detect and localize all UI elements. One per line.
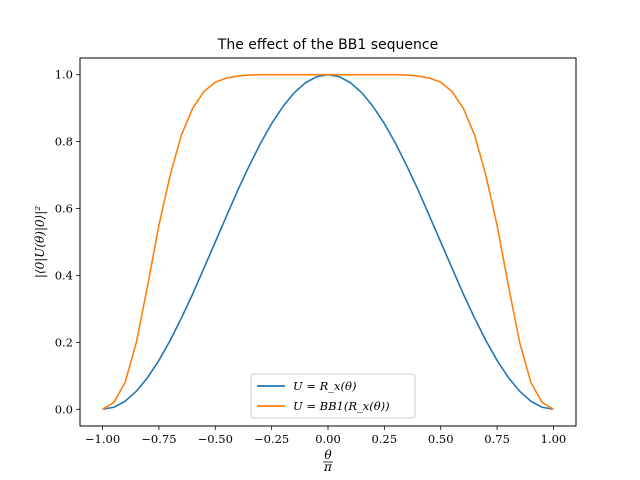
x-tick-label: 0.00 bbox=[315, 432, 341, 446]
y-tick-label: 1.0 bbox=[55, 68, 73, 82]
y-tick-label: 0.6 bbox=[55, 202, 73, 216]
legend: U = R_x(θ) U = BB1(R_x(θ)) bbox=[250, 373, 416, 419]
x-axis-label: θ π bbox=[323, 448, 333, 474]
y-tick-label: 0.0 bbox=[55, 402, 73, 416]
legend-box bbox=[250, 373, 416, 419]
x-tick-label: −1.00 bbox=[85, 432, 120, 446]
x-tick-label: 0.50 bbox=[428, 432, 454, 446]
series-line-2 bbox=[102, 73, 554, 410]
y-tick-label: 0.8 bbox=[55, 135, 73, 149]
plot-area bbox=[102, 73, 554, 411]
x-tick-label: 0.25 bbox=[372, 432, 398, 446]
x-axis-ticks: −1.00 −0.75 −0.50 −0.25 0.00 0.25 0.50 0.75 1.00 bbox=[85, 426, 566, 446]
x-tick-label: −0.75 bbox=[141, 432, 176, 446]
chart-title: The effect of the BB1 sequence bbox=[217, 37, 438, 53]
x-tick-label: 0.75 bbox=[484, 432, 510, 446]
y-tick-label: 0.4 bbox=[55, 268, 73, 282]
x-tick-label: −0.50 bbox=[198, 432, 233, 446]
svg-text:π: π bbox=[323, 460, 333, 474]
legend-label: U = BB1(R_x(θ)) bbox=[293, 399, 390, 413]
y-axis-label: |⟨0|U(θ)|0⟩|² bbox=[33, 206, 47, 279]
svg-text:θ: θ bbox=[324, 448, 332, 462]
x-tick-label: −0.25 bbox=[254, 432, 289, 446]
legend-label: U = R_x(θ) bbox=[293, 379, 356, 393]
y-tick-label: 0.2 bbox=[55, 335, 73, 349]
x-tick-label: 1.00 bbox=[541, 432, 567, 446]
y-axis-ticks: 0.0 0.2 0.4 0.6 0.8 1.0 bbox=[55, 68, 80, 416]
